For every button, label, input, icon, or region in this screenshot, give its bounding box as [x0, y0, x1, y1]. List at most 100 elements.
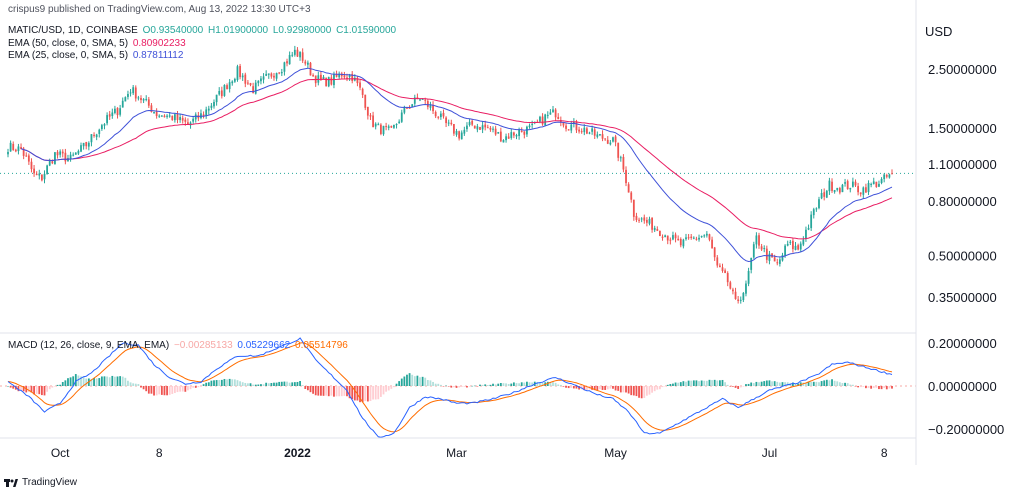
tradingview-logo[interactable]: TradingView — [4, 477, 77, 488]
candle-body — [781, 255, 784, 261]
macd-signal-line — [7, 342, 893, 433]
candle-body — [385, 126, 388, 128]
macd-histogram-bar — [267, 383, 270, 386]
candle — [758, 232, 760, 249]
candle — [59, 149, 62, 158]
candle-body — [247, 82, 249, 84]
symbol-line: MATIC/USD, 1D, COINBASE O0.93540000 H1.0… — [8, 25, 396, 37]
candle — [797, 243, 800, 251]
candle — [322, 75, 325, 80]
candle-body — [661, 236, 664, 238]
candle — [231, 80, 234, 86]
macd-histogram-bar — [526, 381, 528, 386]
candle-body — [116, 107, 119, 116]
macd-histogram-bar — [265, 382, 268, 386]
candle — [643, 214, 646, 224]
candle — [155, 108, 158, 119]
candle-body — [283, 62, 286, 72]
macd-histogram-bar — [463, 386, 466, 387]
price-pane[interactable] — [0, 45, 916, 304]
macd-histogram-bar — [617, 386, 620, 391]
candle-body — [288, 55, 291, 65]
candle — [857, 182, 860, 196]
candle-body — [765, 248, 768, 260]
candle-body — [7, 151, 9, 155]
macd-legend[interactable]: MACD (12, 26, close, 9, EMA, EMA) −0.002… — [8, 340, 348, 352]
candle — [77, 149, 80, 156]
candle-body — [872, 181, 875, 185]
macd-histogram-bar — [570, 386, 573, 388]
candle — [106, 112, 108, 126]
candle — [721, 263, 724, 273]
macd-pane[interactable] — [0, 337, 916, 438]
candle-body — [776, 262, 779, 264]
candle-body — [145, 98, 148, 100]
macd-histogram-bar — [773, 381, 776, 386]
candle — [27, 153, 30, 165]
macd-histogram-bar — [273, 382, 275, 386]
ema50-legend[interactable]: EMA (50, close, 0, SMA, 5) 0.80902233 — [8, 38, 186, 50]
candle — [455, 128, 458, 137]
candle-body — [716, 257, 719, 266]
candle-body — [213, 101, 215, 107]
candle — [213, 99, 215, 109]
macd-histogram-bar — [9, 386, 12, 388]
candle-body — [497, 132, 500, 134]
candle — [865, 183, 867, 193]
candle — [531, 120, 534, 129]
macd-histogram-bar — [153, 386, 155, 396]
candle — [828, 177, 831, 195]
candle — [325, 77, 328, 87]
candle-body — [575, 121, 578, 131]
macd-histogram-bar — [241, 382, 244, 386]
candle-body — [38, 173, 41, 176]
candle — [288, 51, 291, 65]
candle — [601, 130, 604, 142]
macd-histogram-bar — [497, 383, 500, 386]
candle — [278, 72, 281, 75]
macd-histogram-bar — [176, 386, 179, 393]
symbol-name[interactable]: MATIC/USD, 1D, COINBASE — [8, 25, 138, 36]
macd-histogram-bar — [56, 384, 59, 386]
candle-body — [851, 181, 854, 187]
macd-histogram-bar — [739, 386, 742, 388]
candle-body — [565, 125, 567, 129]
macd-histogram-bar — [518, 383, 521, 386]
candle-body — [672, 235, 674, 240]
candle — [617, 142, 620, 162]
macd-histogram-bar — [653, 386, 656, 392]
candle — [374, 122, 377, 130]
candle-body — [140, 98, 142, 101]
candle — [299, 51, 301, 61]
ema25-legend[interactable]: EMA (25, close, 0, SMA, 5) 0.87811112 — [8, 50, 183, 62]
macd-histogram-bar — [859, 386, 862, 388]
macd-histogram-bar — [184, 386, 187, 392]
candle — [364, 94, 367, 111]
publisher-text: crispus9 published on TradingView.com, A… — [8, 4, 311, 15]
candle — [72, 152, 75, 157]
candle — [541, 113, 544, 126]
macd-histogram-bar — [288, 382, 291, 386]
candle — [20, 143, 22, 150]
candle-body — [249, 83, 252, 86]
candle — [80, 142, 82, 153]
candle — [632, 199, 635, 221]
candle — [499, 127, 502, 143]
candle — [630, 191, 633, 203]
macd-line — [7, 337, 893, 438]
candle-body — [158, 115, 161, 117]
candle — [445, 116, 447, 128]
candle-body — [439, 113, 442, 118]
candle — [807, 224, 810, 231]
macd-histogram-bar — [439, 384, 442, 386]
candle-body — [812, 209, 815, 216]
candle-body — [502, 140, 505, 143]
candle — [395, 123, 398, 129]
candle — [557, 113, 560, 120]
macd-histogram-bar — [398, 381, 401, 386]
candle-body — [659, 230, 661, 236]
candle — [254, 79, 257, 95]
candle — [163, 114, 166, 118]
candle — [695, 236, 698, 241]
